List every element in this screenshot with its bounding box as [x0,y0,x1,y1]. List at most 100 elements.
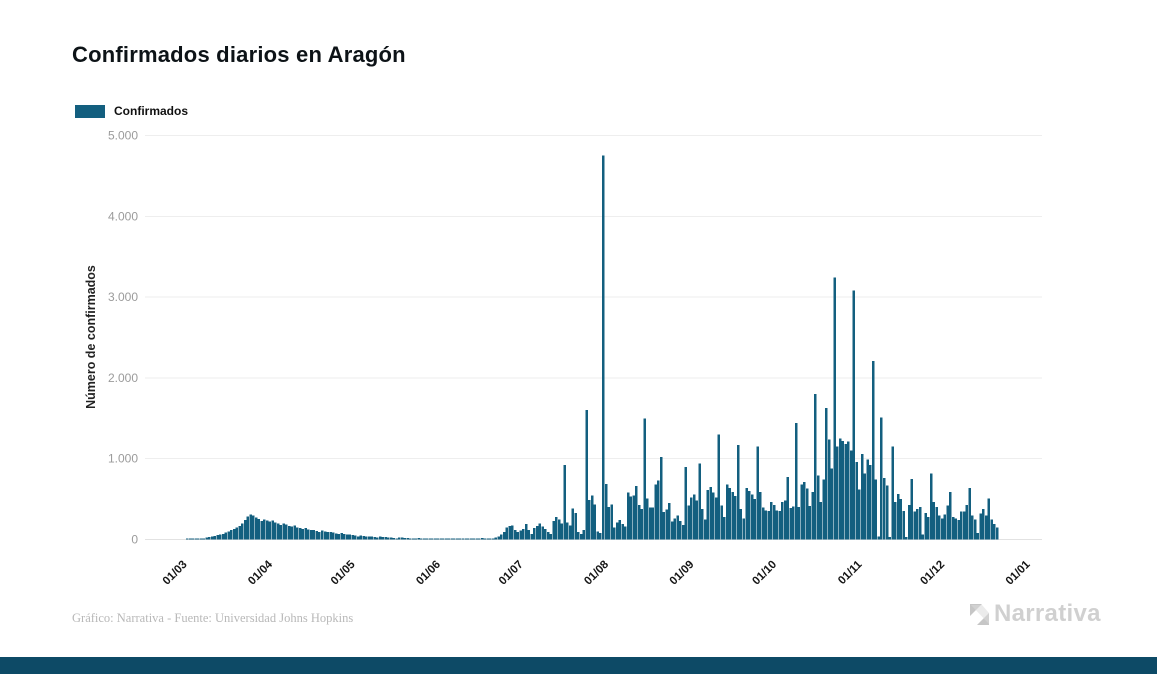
bar[interactable] [745,487,748,540]
bar[interactable] [877,536,880,540]
bar[interactable] [935,506,938,540]
bar[interactable] [888,537,892,540]
bar[interactable] [610,504,613,540]
bar[interactable] [249,514,252,540]
bar[interactable] [706,490,710,540]
bar[interactable] [307,529,310,540]
bar[interactable] [918,506,922,540]
bar[interactable] [257,518,261,540]
bar[interactable] [814,394,817,540]
bar[interactable] [197,538,200,540]
bar[interactable] [433,538,437,540]
bar[interactable] [461,538,465,540]
bar[interactable] [764,510,768,540]
bar[interactable] [199,538,203,540]
bar[interactable] [767,510,770,540]
bar[interactable] [984,515,988,540]
bar[interactable] [354,535,357,540]
bar[interactable] [188,538,192,540]
bar[interactable] [772,504,776,540]
bar[interactable] [541,526,544,540]
bar[interactable] [323,531,327,540]
bar[interactable] [819,501,823,540]
bar[interactable] [659,457,663,540]
bar[interactable] [993,524,996,540]
bar[interactable] [684,466,688,540]
bar[interactable] [409,538,412,540]
bar[interactable] [847,441,850,540]
bar[interactable] [276,523,280,540]
bar[interactable] [574,512,577,540]
bar[interactable] [420,538,423,540]
bar[interactable] [929,473,933,540]
bar[interactable] [849,450,853,540]
bar[interactable] [238,525,241,540]
bar[interactable] [582,529,586,540]
bar[interactable] [568,525,572,540]
bar[interactable] [450,538,453,540]
bar[interactable] [345,534,349,540]
bar[interactable] [736,444,740,540]
bar[interactable] [279,524,283,540]
bar[interactable] [508,526,511,540]
bar[interactable] [411,538,415,540]
bar[interactable] [467,538,470,540]
bar[interactable] [469,538,473,540]
bar[interactable] [235,527,239,540]
bar[interactable] [216,535,219,540]
bar[interactable] [968,487,971,540]
bar[interactable] [860,453,864,540]
bar[interactable] [260,520,263,540]
bar[interactable] [489,538,492,540]
bar[interactable] [637,504,641,540]
bar[interactable] [676,515,679,540]
bar[interactable] [670,521,674,540]
bar[interactable] [701,508,704,540]
bar[interactable] [899,499,903,540]
bar[interactable] [838,438,842,540]
bar[interactable] [285,524,288,540]
bar[interactable] [632,495,635,540]
bar[interactable] [191,538,195,540]
bar[interactable] [571,508,575,540]
bar[interactable] [524,524,528,540]
bar[interactable] [483,538,487,540]
bar[interactable] [373,537,376,540]
bar[interactable] [973,519,977,540]
bar[interactable] [480,538,484,540]
bar[interactable] [808,505,812,540]
bar[interactable] [643,418,646,540]
bar[interactable] [635,485,638,540]
bar[interactable] [714,497,718,540]
bar[interactable] [334,533,338,540]
bar[interactable] [340,533,343,540]
bar[interactable] [976,533,980,540]
bar[interactable] [533,528,536,540]
bar[interactable] [739,508,743,540]
bar[interactable] [502,532,506,540]
bar[interactable] [527,529,531,540]
bar[interactable] [654,484,657,540]
bar[interactable] [924,512,927,540]
bar[interactable] [232,529,236,540]
bar[interactable] [304,527,307,540]
bar[interactable] [896,493,900,540]
bar[interactable] [615,522,619,540]
bar[interactable] [858,489,861,540]
bar[interactable] [734,495,737,540]
bar[interactable] [874,479,878,540]
bar[interactable] [921,534,925,540]
bar[interactable] [855,461,858,540]
bar[interactable] [491,538,495,540]
bar[interactable] [486,538,489,540]
bar[interactable] [885,485,889,540]
bar[interactable] [703,519,707,540]
bar[interactable] [268,521,272,540]
bar[interactable] [794,423,798,540]
bar[interactable] [287,525,291,540]
bar[interactable] [472,538,476,540]
bar[interactable] [811,492,814,540]
bar[interactable] [800,484,803,540]
bar[interactable] [943,514,947,540]
bar[interactable] [723,516,726,540]
